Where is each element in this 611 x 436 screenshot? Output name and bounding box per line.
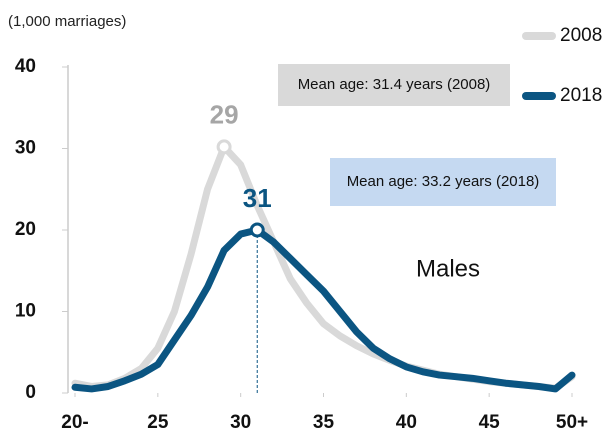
x-tick-label: 30: [230, 412, 251, 433]
annotation: Mean age: 33.2 years (2018): [347, 173, 540, 190]
line-series: [71, 226, 576, 393]
y-tick-label: 0: [25, 382, 36, 403]
y-tick-label: 20: [15, 219, 36, 240]
peak-label: 31: [243, 183, 272, 213]
annotation: Mean age: 31.4 years (2008): [298, 76, 491, 93]
x-tick-label: 25: [147, 412, 169, 433]
legend-label: 2018: [560, 85, 602, 106]
unit-label: (1,000 marriages): [8, 13, 126, 30]
peak-marker: [249, 222, 265, 238]
annotation-box: [278, 64, 510, 106]
annotation: Males: [416, 255, 480, 282]
legend-label: 2008: [560, 25, 602, 46]
x-tick-label: 35: [313, 412, 335, 433]
y-tick-label: 40: [15, 56, 36, 77]
x-tick-label: 40: [396, 412, 417, 433]
peak-marker: [216, 139, 232, 155]
peak-label: 29: [210, 100, 239, 130]
x-tick-label: 45: [479, 412, 501, 433]
x-tick-label: 50+: [556, 412, 588, 433]
x-tick-label: 20-: [61, 412, 88, 433]
y-tick-label: 30: [15, 138, 36, 159]
y-tick-label: 10: [15, 301, 36, 322]
annotation-box: [330, 158, 556, 206]
